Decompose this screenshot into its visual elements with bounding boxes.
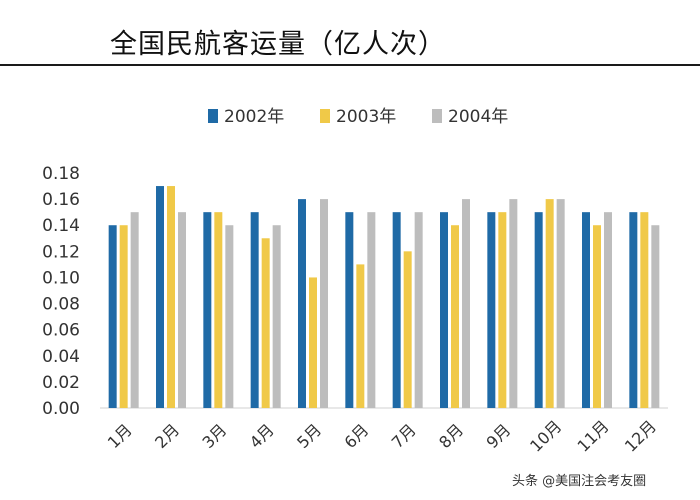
x-tick-label: 6月 <box>340 420 372 452</box>
bar-3-9 <box>509 199 518 408</box>
x-tick-label: 12月 <box>621 417 660 456</box>
bar-2-2 <box>167 186 175 408</box>
y-tick-label: 0.16 <box>42 190 80 210</box>
bar-3-6 <box>367 212 376 408</box>
legend-label: 2004年 <box>448 107 508 127</box>
legend-swatch <box>320 109 330 123</box>
x-tick-label: 8月 <box>435 420 467 452</box>
bar-1-4 <box>250 212 259 408</box>
bar-1-6 <box>345 212 354 408</box>
x-tick-label: 10月 <box>526 417 565 456</box>
x-tick-label: 2月 <box>151 420 183 452</box>
bar-1-2 <box>156 186 164 408</box>
bar-1-10 <box>534 212 543 408</box>
x-tick-label: 7月 <box>388 420 420 452</box>
legend-label: 2002年 <box>224 107 284 127</box>
bar-3-10 <box>556 199 565 408</box>
y-tick-label: 0.00 <box>42 399 80 419</box>
bar-1-11 <box>582 212 590 408</box>
y-tick-label: 0.10 <box>42 268 80 288</box>
bar-3-12 <box>651 225 660 408</box>
bar-2-12 <box>640 212 649 408</box>
bar-3-8 <box>462 199 470 408</box>
watermark: 头条 @美国注会考友圈 <box>512 474 647 489</box>
bar-2-4 <box>261 238 270 408</box>
bar-1-5 <box>298 199 306 408</box>
title-divider <box>0 64 700 66</box>
legend-label: 2003年 <box>336 107 396 127</box>
bar-2-1 <box>119 225 128 408</box>
y-tick-label: 0.04 <box>42 347 80 367</box>
y-tick-label: 0.02 <box>42 373 80 393</box>
bar-2-8 <box>451 225 459 408</box>
bar-3-3 <box>225 225 234 408</box>
bar-2-9 <box>498 212 507 408</box>
bar-3-5 <box>320 199 328 408</box>
bar-1-1 <box>108 225 117 408</box>
bar-3-4 <box>272 225 281 408</box>
y-tick-label: 0.14 <box>42 216 80 236</box>
y-tick-label: 0.06 <box>42 321 80 341</box>
y-tick-label: 0.12 <box>42 242 80 262</box>
bar-1-7 <box>392 212 401 408</box>
y-tick-label: 0.18 <box>42 164 80 184</box>
x-tick-label: 9月 <box>482 420 514 452</box>
x-tick-label: 1月 <box>104 420 136 452</box>
bar-1-8 <box>440 212 448 408</box>
bar-1-3 <box>203 212 212 408</box>
bar-2-3 <box>214 212 223 408</box>
y-tick-label: 0.08 <box>42 295 80 315</box>
legend-swatch <box>432 109 442 123</box>
bar-2-6 <box>356 264 365 408</box>
x-tick-label: 4月 <box>246 420 278 452</box>
legend-swatch <box>208 109 218 123</box>
x-tick-label: 5月 <box>293 420 325 452</box>
bar-3-2 <box>178 212 186 408</box>
bar-1-9 <box>487 212 496 408</box>
bar-1-12 <box>629 212 638 408</box>
bar-2-7 <box>403 251 412 408</box>
x-tick-label: 11月 <box>574 417 613 456</box>
bar-2-11 <box>593 225 601 408</box>
page-title: 全国民航客运量（亿人次） <box>110 29 446 60</box>
bar-2-5 <box>309 277 317 408</box>
bar-3-1 <box>130 212 139 408</box>
bar-2-10 <box>545 199 554 408</box>
bar-3-11 <box>604 212 612 408</box>
x-tick-label: 3月 <box>198 420 230 452</box>
bar-3-7 <box>414 212 423 408</box>
